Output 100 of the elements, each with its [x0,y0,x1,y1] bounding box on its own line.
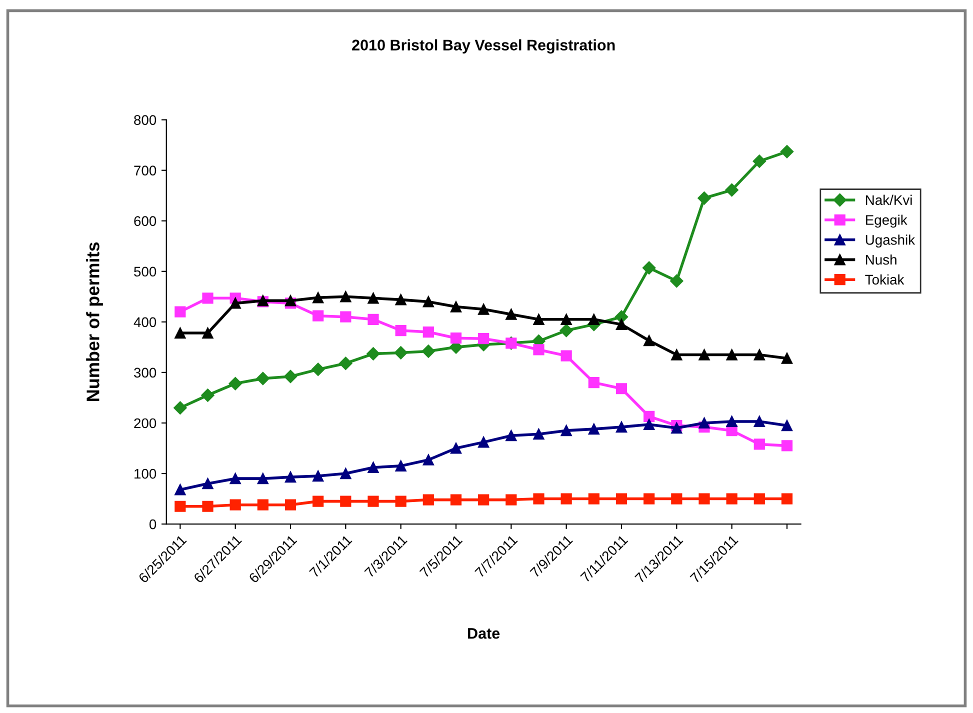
point [256,372,270,386]
point [312,362,325,376]
point [422,494,434,506]
point [422,296,434,308]
point [533,314,544,325]
point [201,388,214,402]
point [368,314,379,325]
point [781,440,793,452]
point [340,291,352,302]
point [644,493,655,504]
point [588,423,600,435]
point [340,468,352,480]
point [340,311,352,322]
point [395,460,406,472]
legend-label: Egegik [866,214,908,228]
point [368,496,379,507]
point [284,295,296,306]
point [368,462,379,474]
point [478,494,490,506]
point [588,377,600,388]
point [726,416,738,428]
point [781,493,793,504]
point [670,274,684,288]
point [395,324,406,336]
point [642,261,656,274]
point [671,422,682,434]
point [698,349,710,360]
point [616,383,628,394]
point [726,349,738,360]
point [312,310,324,322]
point [644,418,655,430]
point [174,401,187,414]
point [339,356,352,370]
y-tick-label: 100 [134,468,156,479]
x-axis-title: Date [468,628,500,639]
y-tick-label: 800 [134,115,156,125]
point [202,478,214,490]
point [284,370,298,384]
point [174,306,186,318]
point [588,314,600,325]
point [394,346,408,360]
point [752,154,766,168]
point [588,493,600,504]
y-tick-label: 300 [134,368,156,378]
point [560,350,572,362]
point [450,494,462,506]
point [478,304,490,315]
point [560,493,572,504]
point [450,332,462,344]
y-tick-label: 0 [149,519,156,530]
point [202,292,214,304]
point [533,428,544,440]
point [230,298,241,309]
legend-label: Nush [866,254,896,265]
point [174,500,186,512]
point [616,493,628,504]
point [284,472,296,483]
point [506,308,517,320]
chart-title: 2010 Bristol Bay Vessel Registration [352,39,615,54]
point [698,192,711,205]
y-tick-label: 500 [134,266,156,277]
point [312,496,324,507]
y-tick-label: 700 [134,166,156,176]
point [284,499,296,510]
point [478,436,490,448]
point [560,324,573,338]
y-tick-label: 600 [134,216,156,226]
point [754,493,765,504]
point [616,318,628,330]
point [754,416,765,428]
point [202,500,214,512]
point [228,376,242,390]
point [671,493,682,504]
point [754,349,765,360]
point [422,454,434,466]
point [257,473,268,484]
point [616,421,628,433]
point [698,493,710,504]
point [533,344,544,356]
point [644,335,655,346]
point [754,438,765,450]
point [174,327,186,339]
point [506,494,517,506]
point [312,292,324,304]
point [780,145,794,158]
point [560,425,572,436]
legend-label: Ugashik [866,234,916,248]
point [478,333,490,344]
point [340,496,352,507]
point [395,294,406,306]
point [725,183,738,197]
point [726,493,738,504]
point [698,417,710,429]
point [560,314,572,325]
point [368,292,379,304]
point [202,327,214,339]
point [312,470,324,482]
point [422,344,436,358]
point [422,326,434,338]
point [450,442,462,454]
